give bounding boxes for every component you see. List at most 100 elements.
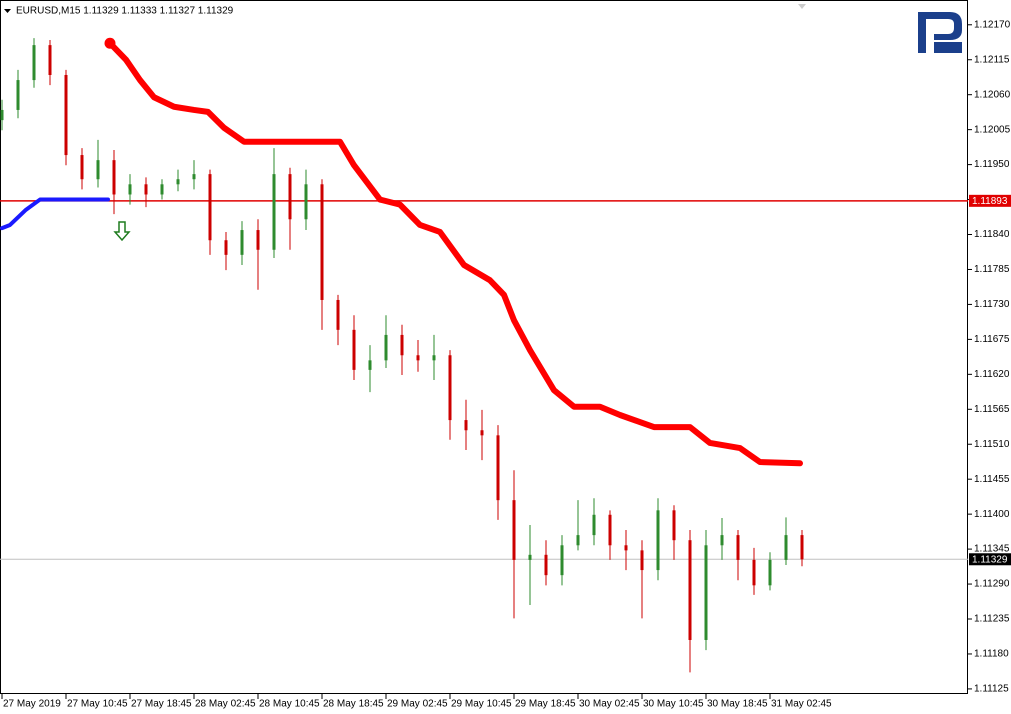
signal-arrow [113,221,131,242]
candle-body [176,179,180,185]
candle-body [224,240,228,255]
candle-body [240,230,244,255]
candle-body [672,510,676,541]
logo-r [918,12,962,53]
y-tick-label: 1.11565 [974,404,1010,415]
candle-body [768,559,772,586]
candle-body [272,174,276,250]
candle-body [80,155,84,180]
candle-body [736,535,740,560]
y-tick-label: 1.12115 [974,54,1010,65]
candle-body [32,45,36,81]
x-tick-label: 27 May 10:45 [67,699,128,710]
y-tick-label: 1.11400 [974,509,1010,520]
y-tick-label: 1.11840 [974,229,1010,240]
candle-body [128,184,132,195]
y-tick-label: 1.12005 [974,124,1011,135]
candle-body [640,550,644,571]
menu-triangle [4,9,11,13]
scroll-marker [798,4,806,9]
price-label: 1.11329 [972,554,1008,565]
y-tick-label: 1.11620 [974,369,1010,380]
x-tick-label: 29 May 18:45 [515,699,576,710]
candle-body [192,174,196,180]
plot-frame [0,0,968,694]
candle-body [64,74,68,156]
candle-body [704,545,708,640]
indicator-line [0,197,110,231]
candle-body [432,355,436,361]
y-tick-label: 1.11455 [974,474,1010,485]
x-tick-label: 28 May 18:45 [323,699,384,710]
x-tick-label: 29 May 02:45 [387,699,448,710]
candle-body [624,545,628,551]
candles [0,38,804,673]
candle-body [112,160,116,195]
price-label: 1.11893 [972,196,1008,207]
candle-body [608,514,612,546]
y-tick-label: 1.11290 [974,579,1010,590]
y-tick-label: 1.11345 [974,544,1010,555]
candle-body [0,109,4,121]
candle-body [512,500,516,560]
candle-body [720,535,724,546]
candle-body [256,230,260,250]
candle-body [464,420,468,431]
x-tick-label: 30 May 18:45 [707,699,768,710]
x-tick-label: 30 May 02:45 [579,699,640,710]
y-tick-label: 1.12060 [974,89,1011,100]
candle-body [480,430,484,436]
candle-body [320,184,324,300]
chart-title: EURUSD,M15 1.11329 1.11333 1.11327 1.113… [16,6,234,17]
x-tick-label: 31 May 02:45 [771,699,832,710]
y-tick-label: 1.11950 [974,159,1010,170]
candle-body [400,334,404,356]
logo [918,12,962,53]
y-tick-label: 1.11730 [974,299,1010,310]
candle-body [144,184,148,195]
candle-body [288,174,292,220]
price-label-bg [969,553,1011,566]
candle-body [448,355,452,421]
x-tick-label: 27 May 18:45 [131,699,192,710]
candle-body [544,554,548,576]
y-tick-label: 1.12170 [974,19,1011,30]
candle-body [752,559,756,586]
candle-body [800,535,804,560]
y-tick-label: 1.11125 [974,684,1009,695]
candle-body [656,510,660,571]
x-tick-label: 29 May 10:45 [451,699,512,710]
candle-body [384,334,388,361]
x-tick-label: 30 May 10:45 [643,699,704,710]
price-label-bg [969,194,1011,207]
candle-body [304,184,308,220]
candle-body [352,329,356,370]
candle-body [560,545,564,576]
candle-body [784,535,788,560]
candle-body [592,514,596,536]
candle-body [688,540,692,640]
y-tick-label: 1.11180 [974,649,1009,660]
y-tick-label: 1.11785 [974,264,1010,275]
x-tick-label: 28 May 02:45 [195,699,256,710]
candle-body [336,299,340,330]
candle-body [96,160,100,180]
candle-body [528,554,532,560]
candle-body [208,174,212,241]
candle-body [576,535,580,546]
candle-body [16,80,20,110]
indicator-start [104,37,116,49]
candle-body [160,184,164,195]
x-tick-label: 28 May 10:45 [259,699,320,710]
logo-bar [934,42,962,53]
x-tick-label: 27 May 2019 [3,699,61,710]
candle-body [496,435,500,501]
candle-body [416,355,420,361]
y-tick-label: 1.11510 [974,439,1010,450]
y-tick-label: 1.11235 [974,614,1010,625]
y-tick-label: 1.11675 [974,334,1010,345]
candle-body [48,45,52,75]
candle-body [368,360,372,370]
indicator-line [107,40,803,467]
